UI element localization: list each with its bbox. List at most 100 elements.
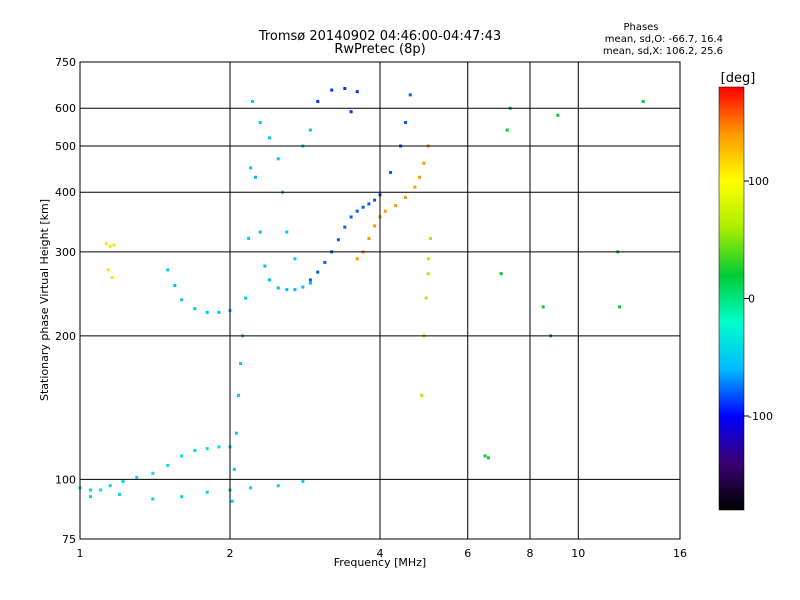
data-point [110,276,114,280]
data-point [355,257,359,261]
data-point [541,305,545,309]
data-point [417,175,421,179]
data-point [258,121,262,125]
data-point [308,281,312,285]
data-point [367,236,371,240]
colorbar-ticks: -100 0 100 [744,175,773,423]
data-point [180,454,184,458]
data-point [361,205,365,209]
data-point [505,128,509,132]
data-point [151,471,155,475]
data-point [193,307,197,311]
data-point [193,448,197,452]
data-point [205,490,209,494]
data-point [308,278,312,282]
data-point [389,170,393,174]
data-point [367,202,371,206]
data-points [78,86,645,503]
x-axis-label: Frequency [MHz] [334,556,426,569]
data-point [330,88,334,92]
data-point [483,454,487,458]
data-point [205,310,209,314]
data-point [413,185,417,189]
x-tick-label: 8 [527,547,534,560]
data-point [323,260,327,264]
data-point [355,90,359,94]
y-tick-label: 750 [55,56,76,69]
data-point [247,236,251,240]
data-point [217,310,221,314]
y-tick-labels: 75 100 200 300 400 500 600 750 [55,56,76,546]
data-point [112,243,116,247]
x-tick-label: 16 [673,547,687,560]
x-tick-label: 2 [227,547,234,560]
y-tick-label: 100 [55,473,76,486]
data-point [249,486,253,490]
data-point [499,272,503,276]
data-point [89,495,93,499]
data-point [151,497,155,501]
data-point [267,278,271,282]
data-point [556,113,560,117]
data-point [426,257,430,261]
data-point [108,244,112,248]
x-tick-label: 10 [571,547,585,560]
y-axis-label: Stationary phase Virtual Height [km] [38,199,51,401]
data-point [383,209,387,213]
data-point [343,225,347,229]
data-point [343,86,347,90]
data-point [426,272,430,276]
data-point [408,93,412,97]
y-tick-label: 75 [62,533,76,546]
data-point [293,257,297,261]
y-tick-label: 200 [55,330,76,343]
data-point [180,298,184,302]
x-tick-labels: 1 2 4 6 8 10 16 [77,547,688,560]
data-point [641,99,645,103]
data-point [263,264,267,268]
data-point [249,166,253,170]
data-point [236,393,240,397]
data-point [230,499,234,503]
data-point [293,288,297,292]
data-point [106,268,110,272]
y-tick-label: 600 [55,102,76,115]
colorbar-tick-label: 0 [748,293,755,306]
phases-o-stats: mean, sd,O: -66.7, 16.4 [605,34,723,45]
data-point [420,393,424,397]
data-point [89,488,93,492]
data-point [428,236,432,240]
data-point [244,296,248,300]
data-point [99,488,103,492]
data-point [104,242,108,246]
data-point [253,175,257,179]
phases-x-stats: mean, sd,X: 106.2, 25.6 [603,46,723,57]
data-point [276,484,280,488]
data-point [276,157,280,161]
data-point [232,467,236,471]
data-point [267,136,271,140]
data-point [285,230,289,234]
colorbar-tick-label: 100 [748,175,769,188]
data-point [403,195,407,199]
x-tick-label: 6 [464,547,471,560]
data-point [336,238,340,242]
data-point [173,283,177,287]
data-point [349,110,353,114]
data-point [234,431,238,435]
data-point [205,447,209,451]
data-point [316,99,320,103]
colorbar-label: [deg] [721,71,756,86]
data-point [355,209,359,213]
data-point [166,268,170,272]
data-point [135,475,139,479]
chart-title: Tromsø 20140902 04:46:00-04:47:43 [258,29,501,44]
data-point [486,456,490,460]
colorbar-tick-label: -100 [748,410,773,423]
data-point [117,492,121,496]
x-tick-label: 1 [77,547,84,560]
y-tick-label: 300 [55,246,76,259]
y-tick-label: 500 [55,140,76,153]
data-point [301,479,305,483]
